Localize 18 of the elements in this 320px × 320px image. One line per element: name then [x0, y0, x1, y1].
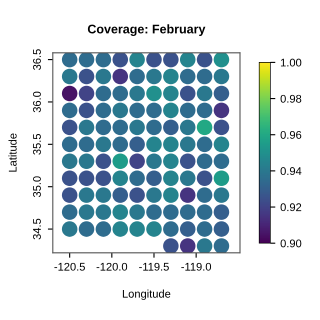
color-bar-label: 0.90 — [280, 239, 302, 248]
x-axis-title: Longitude — [122, 290, 170, 300]
x-tick-label: -119.0 — [181, 262, 212, 271]
y-tick-label: 36.5 — [33, 49, 41, 70]
color-bar-label: 0.98 — [280, 94, 302, 103]
x-tick-label: -119.5 — [139, 262, 169, 271]
y-tick-label: 34.5 — [33, 218, 41, 240]
y-tick-label: 36.0 — [33, 92, 41, 112]
y-axis-title: Latitude — [8, 134, 17, 172]
color-bar-label: 0.92 — [280, 203, 302, 212]
color-bar-label: 0.94 — [280, 167, 302, 176]
color-bar-label: 1.00 — [280, 58, 302, 67]
x-tick-label: -120.0 — [96, 262, 128, 271]
color-bar-label: 0.96 — [280, 130, 302, 139]
chart-title: Coverage: February — [88, 24, 206, 36]
x-tick-label: -120.5 — [54, 262, 85, 271]
y-tick-label: 35.0 — [33, 176, 41, 198]
y-tick-label: 35.5 — [33, 134, 41, 155]
